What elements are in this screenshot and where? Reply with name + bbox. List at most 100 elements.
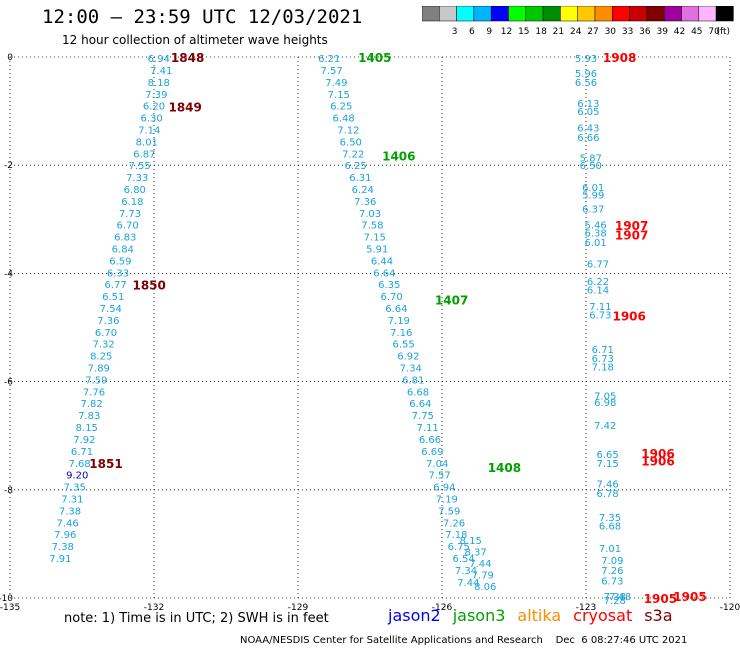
swh-value: 6.22 — [587, 277, 609, 288]
swh-value: 6.44 — [371, 256, 393, 267]
swh-value: 7.19 — [388, 316, 410, 327]
y-tick-label: 0 — [7, 53, 13, 63]
swh-value: 7.91 — [49, 554, 71, 565]
swh-value: 7.04 — [426, 459, 448, 470]
swh-value: 7.38 — [59, 506, 81, 517]
swh-value: 8.18 — [148, 78, 170, 89]
y-tick-label: -10 — [0, 594, 13, 604]
swh-value: 7.26 — [443, 518, 465, 529]
time-label: 1407 — [435, 293, 468, 307]
swh-value: 5.96 — [575, 69, 597, 80]
colorbar-label: 24 — [570, 27, 582, 37]
swh-value: 7.49 — [325, 78, 347, 89]
swh-value: 6.35 — [378, 280, 400, 291]
colorbar-label: 18 — [535, 27, 547, 37]
swh-value: 7.79 — [472, 571, 494, 582]
swh-value: 6.81 — [402, 375, 424, 386]
swh-value: 6.73 — [589, 311, 611, 322]
colorbar-swatch — [715, 6, 734, 22]
swh-value: 6.64 — [385, 304, 407, 315]
swh-value: 5.93 — [575, 54, 597, 65]
swh-value: 7.57 — [320, 66, 342, 77]
page-subtitle: 12 hour collection of altimeter wave hei… — [62, 33, 328, 47]
swh-value: 7.35 — [599, 513, 621, 524]
swh-value: 7.15 — [328, 90, 350, 101]
swh-value: 6.48 — [332, 114, 354, 125]
y-tick-label: -4 — [4, 269, 13, 279]
swh-value: 7.38 — [604, 592, 626, 603]
swh-value: 6.18 — [121, 197, 143, 208]
time-label: 1906 — [612, 310, 645, 324]
time-label: 1408 — [488, 461, 521, 475]
swh-value: 7.11 — [416, 423, 438, 434]
swh-value: 6.05 — [577, 107, 599, 118]
time-label: 1406 — [382, 150, 415, 164]
swh-value: 7.46 — [56, 518, 78, 529]
legend-jason2: jason2 — [388, 606, 441, 625]
time-label: 1851 — [89, 457, 122, 471]
swh-value: 6.01 — [584, 238, 606, 249]
swh-value: 6.77 — [104, 280, 126, 291]
swh-value: 6.31 — [349, 173, 371, 184]
swh-value: 7.83 — [78, 411, 100, 422]
swh-value: 6.43 — [577, 123, 599, 134]
swh-value: 7.31 — [61, 494, 83, 505]
swh-value: 7.16 — [390, 328, 412, 339]
y-tick-label: -6 — [4, 378, 13, 388]
swh-value: 6.38 — [584, 228, 606, 239]
swh-value: 7.05 — [594, 392, 616, 403]
colorbar-label: 15 — [518, 27, 529, 37]
swh-value: 6.30 — [140, 114, 162, 125]
swh-value: 6.80 — [124, 185, 146, 196]
swh-value: 7.09 — [601, 556, 623, 567]
swh-value: 6.75 — [448, 542, 470, 553]
swh-value: 6.70 — [116, 221, 138, 232]
swh-value: 7.32 — [92, 340, 114, 351]
swh-value: 6.94 — [433, 483, 455, 494]
x-tick-label: -135 — [0, 603, 20, 613]
swh-value: 7.92 — [73, 435, 95, 446]
swh-value: 8.15 — [76, 423, 98, 434]
colorbar-label: 21 — [553, 27, 564, 37]
swh-value: 6.73 — [592, 354, 614, 365]
swh-value: 7.76 — [83, 387, 105, 398]
swh-value: 6.94 — [148, 54, 170, 65]
swh-value: 8.37 — [464, 548, 486, 559]
swh-value: 7.44 — [457, 578, 479, 589]
swh-value: 6.25 — [330, 102, 352, 113]
colorbar-label: 42 — [674, 27, 685, 37]
colorbar-label: 70 — [708, 27, 720, 37]
swh-value: 7.36 — [354, 197, 376, 208]
swh-value: 9.20 — [66, 471, 88, 482]
x-tick-label: -123 — [576, 603, 596, 613]
swh-value: 7.14 — [138, 125, 160, 136]
x-tick-label: -126 — [432, 603, 453, 613]
swh-value: 7.34 — [455, 566, 477, 577]
swh-value: 6.13 — [577, 99, 599, 110]
swh-value: 8.06 — [474, 582, 496, 593]
swh-value: 8.25 — [90, 352, 112, 363]
swh-value: 7.34 — [400, 364, 422, 375]
swh-value: 6.66 — [419, 435, 441, 446]
swh-value: 7.39 — [145, 90, 167, 101]
swh-value: 7.96 — [54, 530, 76, 541]
swh-value: 6.70 — [380, 292, 402, 303]
swh-value: 6.50 — [340, 137, 362, 148]
swh-value: 6.65 — [596, 450, 618, 461]
swh-value: 6.92 — [397, 352, 419, 363]
swh-value: 7.18 — [445, 530, 467, 541]
swh-value: 6.50 — [580, 161, 602, 172]
colorbar-label: 9 — [486, 27, 492, 37]
swh-value: 7.28 — [604, 596, 626, 607]
swh-value: 7.89 — [88, 364, 110, 375]
swh-value: 7.59 — [85, 375, 107, 386]
swh-value: 6.54 — [452, 554, 474, 565]
swh-value: 5.99 — [582, 190, 604, 201]
legend-s3a: s3a — [644, 606, 673, 625]
swh-value: 6.87 — [133, 149, 155, 160]
swh-value: 7.44 — [469, 559, 491, 570]
legend-jason3: jason3 — [452, 606, 506, 625]
swh-value: 6.73 — [601, 577, 623, 588]
colorbar-label: 6 — [469, 27, 475, 37]
swh-value: 6.84 — [112, 245, 134, 256]
